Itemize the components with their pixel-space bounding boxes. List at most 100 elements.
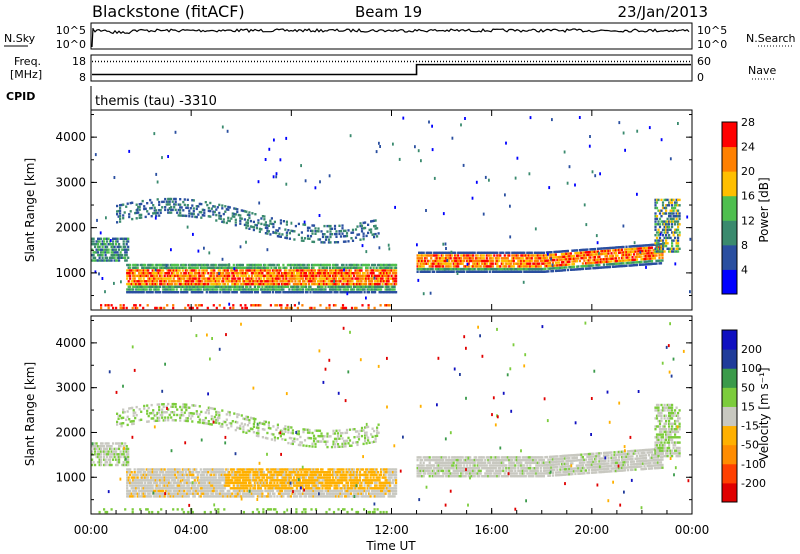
power-cell [481,270,484,273]
power-cell [666,242,669,245]
velocity-cell [178,484,181,487]
power-cell [271,263,274,267]
velocity-cell [283,487,286,490]
velocity-cell [150,487,153,490]
power-cell [139,282,142,286]
power-cell [592,261,595,264]
power-cell [355,288,359,291]
power-cell [421,270,424,273]
power-cell [249,269,252,272]
velocity-cell [133,476,136,479]
power-cell [500,251,503,254]
power-noise-cell [417,149,420,153]
power-cell [172,291,175,294]
power-cell [316,263,320,267]
power-cell [592,253,595,256]
power-cell [532,265,535,268]
power-cell [344,229,347,232]
power-cell [245,210,248,213]
velocity-cell [217,471,220,474]
power-cell [304,291,308,294]
power-cell [517,259,520,263]
velocity-cell [270,473,273,477]
velocity-cell [189,473,192,477]
power-noise-cell [428,120,430,124]
power-cell [427,262,430,265]
power-cell [246,280,249,283]
velocity-cell [244,495,247,498]
power-cell [142,274,145,278]
velocity-cell [258,481,261,485]
velocity-cell [183,476,186,479]
velocity-cell [199,473,202,477]
velocity-cell [172,479,175,482]
power-cell [242,209,245,213]
power-cell [271,282,274,286]
power-cell [103,243,106,246]
power-cell [473,265,476,268]
velocity-cell [219,473,222,477]
power-cell [184,285,187,288]
power-cell [587,261,590,265]
power-cell [212,213,215,216]
power-cell [186,198,189,201]
power-cell [445,259,448,263]
power-cell [457,265,460,268]
velocity-cell [228,471,231,474]
power-cell [168,280,171,283]
power-cell [443,257,446,260]
power-cell [593,266,596,270]
velocity-cell [252,495,255,498]
power-cell [359,222,362,225]
power-cell [187,263,190,267]
power-cell [211,263,214,267]
power-cell [91,253,94,257]
power-cell [666,204,669,207]
power-cell [253,291,256,294]
power-cell [592,264,595,267]
power-cell [509,259,512,263]
velocity-cell [256,481,259,485]
power-cell [669,201,672,204]
power-cell [565,260,568,264]
power-cell [634,258,637,261]
power-cell [550,251,553,254]
velocity-cell [217,476,220,479]
power-cell [183,266,186,269]
power-cell [268,280,271,283]
power-noise-cell [154,268,157,272]
velocity-cell [169,489,172,493]
velocity-cell [219,476,222,479]
velocity-cell [139,479,142,482]
velocity-cell [265,473,268,477]
power-cell [548,256,551,259]
power-cell [235,266,238,269]
power-cell [566,252,569,255]
power-cell [333,272,336,275]
velocity-cell [216,471,219,474]
velocity-cell [208,481,211,485]
power-cell [348,282,351,286]
power-cell [231,272,234,275]
power-cell [153,274,156,278]
velocity-cell [223,481,226,485]
velocity-cell [154,492,157,495]
power-cell [174,208,177,212]
power-cell [216,266,219,269]
power-cell [658,223,662,226]
power-cell [363,274,366,278]
power-cell [387,304,390,307]
power-cell [218,304,221,307]
power-cell [167,197,170,201]
power-noise-cell [509,235,512,239]
power-cell [467,251,470,254]
power-noise-cell [197,249,200,253]
power-cell [158,200,161,204]
power-cell [389,269,392,272]
power-cell [336,274,339,278]
velocity-cell [277,473,280,477]
power-cell [256,285,259,288]
power-cell [360,266,363,269]
power-noise-cell [566,181,569,185]
power-cell [250,274,253,278]
